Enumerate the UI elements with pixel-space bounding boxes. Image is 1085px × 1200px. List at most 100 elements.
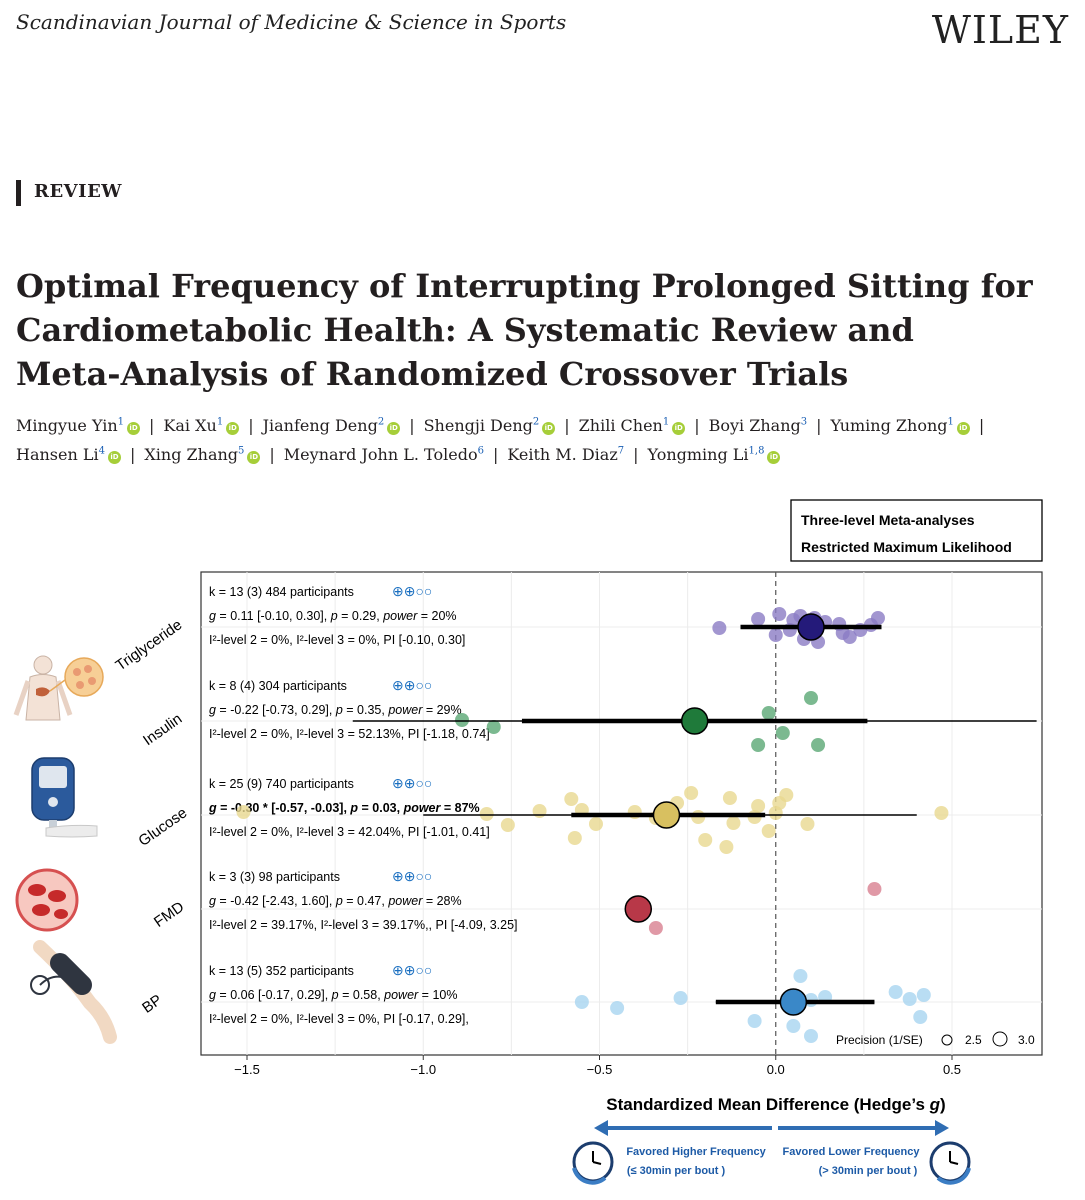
method-line: Restricted Maximum Likelihood (801, 539, 1012, 555)
author-name[interactable]: Hansen Li4iD (16, 445, 121, 464)
outcome-row: k = 8 (4) 304 participants ⊕⊕○○ g = -0.22 … (209, 677, 1037, 752)
outcome-row: k = 13 (3) 484 participants ⊕⊕○○ g = 0.11 … (209, 583, 885, 649)
author-affiliation[interactable]: 2 (377, 417, 385, 428)
orcid-icon[interactable]: iD (672, 422, 686, 436)
orcid-icon[interactable]: iD (127, 422, 141, 436)
study-point (804, 1029, 818, 1043)
author-name[interactable]: Shengji Deng2iD (423, 416, 556, 436)
orcid-icon[interactable]: iD (956, 422, 970, 436)
forest-plot-figure: Three-level Meta-analyses Restricted Max… (13, 499, 1043, 1185)
study-point (719, 840, 734, 854)
author-affiliation[interactable]: 1 (662, 417, 670, 428)
grade-rating: ⊕⊕○○ (392, 583, 432, 599)
article-type-bar (16, 180, 21, 206)
outcome-labels: Triglyceride Insulin Glucose FMD BP (112, 616, 190, 1016)
author-separator: | (149, 416, 155, 436)
author-affiliation[interactable]: 7 (617, 445, 625, 457)
author-affiliation[interactable]: 6 (477, 445, 484, 457)
author-line: Mingyue Yin1iD | Kai Xu1iD | Jianfeng Deng2i… (16, 410, 1076, 438)
author-name-text: Keith M. Diaz (507, 444, 618, 464)
author-name[interactable]: Xing Zhang5iD (144, 445, 261, 464)
outcome-stat-line: g = -0.42 [-2.43, 1.60], p = 0.47, power… (209, 894, 462, 908)
author-separator: | (694, 416, 700, 436)
study-point (712, 621, 727, 635)
author-affiliation[interactable]: 4 (98, 445, 105, 457)
author-affiliation[interactable]: 1,8 (748, 445, 765, 457)
author-name[interactable]: Zhili Chen1iD (578, 416, 686, 436)
orcid-icon[interactable]: iD (226, 422, 240, 436)
study-point (726, 816, 741, 830)
author-name[interactable]: Yuming Zhong1iD (830, 416, 970, 436)
title-line: Cardiometabolic Health: A Systematic Rev… (16, 311, 914, 349)
outcome-stat-line: I²-level 2 = 0%, I²-level 3 = 0%, PI [-0… (209, 633, 465, 647)
precision-small-marker (941, 1034, 953, 1046)
method-box (790, 499, 1043, 562)
study-point (779, 788, 794, 802)
outcome-rows: k = 13 (3) 484 participants ⊕⊕○○ g = 0.11 … (208, 583, 1037, 1043)
study-point (588, 817, 603, 831)
author-name[interactable]: Yongming Li1,8iD (648, 445, 781, 464)
author-separator: | (633, 444, 639, 464)
author-separator: | (492, 444, 499, 464)
study-point (800, 817, 815, 831)
study-point (532, 804, 547, 818)
title-line: Optimal Frequency of Interrupting Prolon… (16, 267, 1033, 305)
author-affiliation[interactable]: 1 (117, 417, 125, 428)
orcid-icon[interactable]: iD (387, 422, 401, 436)
grade-rating: ⊕⊕○○ (392, 677, 432, 693)
author-name[interactable]: Boyi Zhang3 (709, 416, 808, 435)
study-point (761, 706, 776, 720)
outcome-stat-line: g = -0.22 [-0.73, 0.29], p = 0.35, power… (209, 703, 462, 717)
author-line: Hansen Li4iD | Xing Zhang5iD | Meynard John … (16, 438, 1076, 466)
outcome-label: BP (139, 991, 165, 1016)
author-separator: | (816, 416, 822, 436)
article-type: REVIEW (34, 181, 122, 202)
author-name-text: Yuming Zhong (830, 416, 948, 436)
author-name-text: Boyi Zhang (708, 416, 801, 436)
author-affiliation[interactable]: 2 (532, 417, 540, 428)
study-point (698, 833, 713, 847)
precision-label: Precision (1/SE) (836, 1033, 923, 1047)
grade-rating: ⊕⊕○○ (392, 962, 432, 978)
clock-icon (929, 1141, 971, 1185)
study-point (772, 607, 787, 621)
outcome-stat-line: I²-level 2 = 0%, I²-level 3 = 52.13%, PI… (209, 727, 490, 741)
author-separator: | (248, 416, 254, 436)
author-affiliation[interactable]: 3 (800, 417, 808, 428)
pooled-estimate-marker (779, 988, 808, 1016)
outcome-stat-line: k = 8 (4) 304 participants (209, 679, 347, 693)
outcome-stat-line: k = 3 (3) 98 participants (209, 870, 340, 884)
study-point (722, 791, 737, 805)
x-axis-label: Standardized Mean Difference (Hedge’s g) (606, 1095, 945, 1114)
author-name[interactable]: Meynard John L. Toledo6 (284, 445, 484, 464)
author-affiliation[interactable]: 5 (238, 445, 245, 457)
study-point (486, 720, 501, 734)
author-name-text: Zhili Chen (578, 416, 663, 436)
orcid-icon[interactable]: iD (247, 450, 261, 464)
glucometer-icon (31, 757, 98, 838)
outcome-label: FMD (151, 898, 188, 931)
body-liver-icon (13, 655, 104, 721)
author-separator: | (269, 444, 275, 464)
author-name[interactable]: Kai Xu1iD (163, 416, 240, 436)
author-affiliation[interactable]: 1 (216, 417, 224, 428)
x-tick-label: 0.5 (943, 1062, 961, 1077)
orcid-icon[interactable]: iD (542, 422, 556, 436)
author-name-text: Shengji Deng (423, 416, 533, 436)
orcid-icon[interactable]: iD (767, 450, 781, 464)
author-list: Mingyue Yin1iD | Kai Xu1iD | Jianfeng Deng2i… (16, 410, 1076, 467)
author-affiliation[interactable]: 1 (947, 417, 954, 428)
pooled-estimate-marker (652, 801, 681, 829)
precision-legend: Precision (1/SE) 2.5 3.0 (836, 1031, 1035, 1047)
orcid-icon[interactable]: iD (107, 450, 121, 464)
study-point (761, 824, 776, 838)
study-point (775, 726, 790, 740)
author-name[interactable]: Mingyue Yin1iD (16, 416, 141, 436)
author-name-text: Meynard John L. Toledo (283, 444, 478, 464)
study-point (455, 713, 470, 727)
study-point (768, 628, 783, 642)
author-name[interactable]: Keith M. Diaz7 (507, 445, 624, 464)
blood-cells-icon (15, 868, 79, 932)
blood-pressure-cuff-icon (30, 940, 117, 1044)
author-name[interactable]: Jianfeng Deng2iD (263, 416, 401, 436)
